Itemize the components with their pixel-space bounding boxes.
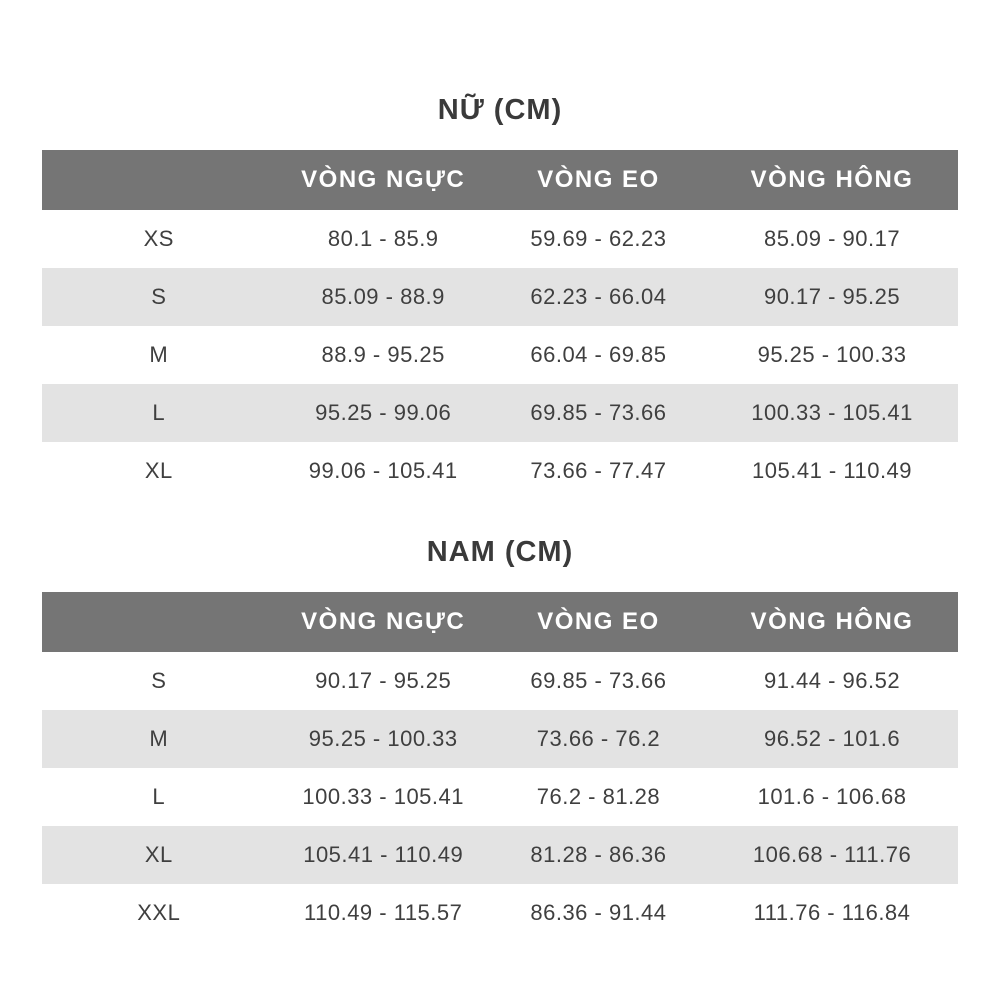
table-row: XXL 110.49 - 115.57 86.36 - 91.44 111.76…: [42, 884, 958, 942]
waist-range: 73.66 - 76.2: [490, 710, 707, 768]
waist-range: 73.66 - 77.47: [530, 458, 667, 483]
waist-range: 69.85 - 73.66: [530, 668, 667, 693]
chest-range: 80.1 - 85.9: [327, 226, 439, 251]
waist-range: 81.28 - 86.36: [490, 826, 707, 884]
hip-range: 111.76 - 116.84: [753, 900, 911, 925]
men-header-size: [42, 592, 276, 652]
women-header-row: VÒNG NGỰC VÒNG EO VÒNG HÔNG: [42, 150, 958, 210]
waist-range: 76.2 - 81.28: [536, 784, 661, 809]
men-header-chest: VÒNG NGỰC: [275, 592, 491, 652]
men-table-title: NAM (CM): [426, 536, 574, 568]
women-header-waist: VÒNG EO: [490, 150, 707, 210]
chest-range: 90.17 - 95.25: [315, 668, 452, 693]
hip-range: 90.17 - 95.25: [706, 268, 958, 326]
table-row: XL 99.06 - 105.41 73.66 - 77.47 105.41 -…: [42, 442, 958, 500]
men-header-hip: VÒNG HÔNG: [706, 592, 958, 652]
size-label: M: [42, 710, 276, 768]
chest-range: 95.25 - 100.33: [275, 710, 491, 768]
women-size-table: VÒNG NGỰC VÒNG EO VÒNG HÔNG XS 80.1 - 85…: [42, 150, 958, 500]
chest-range: 85.09 - 88.9: [275, 268, 491, 326]
men-header-row: VÒNG NGỰC VÒNG EO VÒNG HÔNG: [42, 592, 958, 652]
size-label: XXL: [137, 900, 181, 925]
size-label: XL: [42, 826, 276, 884]
chest-range: 110.49 - 115.57: [304, 900, 463, 925]
table-row: L 100.33 - 105.41 76.2 - 81.28 101.6 - 1…: [42, 768, 958, 826]
table-row: XS 80.1 - 85.9 59.69 - 62.23 85.09 - 90.…: [42, 210, 958, 268]
chest-range: 100.33 - 105.41: [302, 784, 465, 809]
size-label: L: [152, 784, 166, 809]
size-label: S: [151, 668, 167, 693]
hip-range: 95.25 - 100.33: [757, 342, 907, 367]
table-row: M 95.25 - 100.33 73.66 - 76.2 96.52 - 10…: [42, 710, 958, 768]
women-header-hip: VÒNG HÔNG: [706, 150, 958, 210]
size-label: S: [42, 268, 276, 326]
size-chart-section-men: NAM (CM) VÒNG NGỰC VÒNG EO VÒNG HÔNG S 9…: [0, 538, 1000, 942]
waist-range: 69.85 - 73.66: [490, 384, 707, 442]
table-row: S 90.17 - 95.25 69.85 - 73.66 91.44 - 96…: [42, 652, 958, 710]
women-table-title: NỮ (CM): [437, 94, 563, 126]
men-header-waist: VÒNG EO: [490, 592, 707, 652]
waist-range: 59.69 - 62.23: [530, 226, 667, 251]
hip-range: 101.6 - 106.68: [757, 784, 907, 809]
hip-range: 91.44 - 96.52: [763, 668, 901, 693]
table-row: L 95.25 - 99.06 69.85 - 73.66 100.33 - 1…: [42, 384, 958, 442]
size-label: XS: [143, 226, 174, 251]
table-row: S 85.09 - 88.9 62.23 - 66.04 90.17 - 95.…: [42, 268, 958, 326]
size-label: L: [42, 384, 276, 442]
men-size-table: VÒNG NGỰC VÒNG EO VÒNG HÔNG S 90.17 - 95…: [42, 592, 958, 942]
hip-range: 100.33 - 105.41: [706, 384, 958, 442]
chest-range: 105.41 - 110.49: [275, 826, 491, 884]
chest-range: 95.25 - 99.06: [275, 384, 491, 442]
size-label: M: [149, 342, 169, 367]
size-label: XL: [144, 458, 173, 483]
waist-range: 66.04 - 69.85: [530, 342, 667, 367]
table-row: M 88.9 - 95.25 66.04 - 69.85 95.25 - 100…: [42, 326, 958, 384]
hip-range: 105.41 - 110.49: [752, 458, 913, 483]
waist-range: 86.36 - 91.44: [530, 900, 667, 925]
hip-range: 96.52 - 101.6: [706, 710, 958, 768]
size-chart-section-women: NỮ (CM) VÒNG NGỰC VÒNG EO VÒNG HÔNG XS 8…: [42, 94, 958, 500]
hip-range: 85.09 - 90.17: [763, 226, 901, 251]
women-header-chest: VÒNG NGỰC: [275, 150, 491, 210]
table-row: XL 105.41 - 110.49 81.28 - 86.36 106.68 …: [42, 826, 958, 884]
women-header-size: [42, 150, 276, 210]
waist-range: 62.23 - 66.04: [490, 268, 707, 326]
chest-range: 99.06 - 105.41: [308, 458, 458, 483]
hip-range: 106.68 - 111.76: [706, 826, 958, 884]
chest-range: 88.9 - 95.25: [321, 342, 445, 367]
